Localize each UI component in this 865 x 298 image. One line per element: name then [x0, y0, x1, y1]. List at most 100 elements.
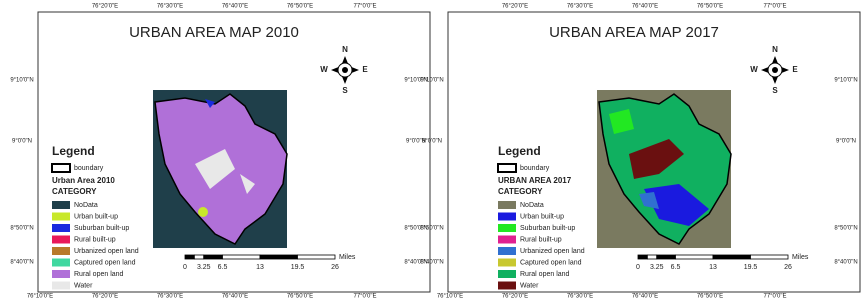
compass: NSEW [320, 45, 368, 95]
legend-label: NoData [520, 202, 544, 209]
legend-label: Captured open land [74, 259, 136, 266]
compass-w: W [750, 65, 758, 74]
legend-swatch [52, 247, 70, 255]
scale-segment [638, 255, 647, 259]
scale-unit: Miles [339, 254, 356, 261]
right-coord: 8°40'0"N [834, 260, 857, 266]
left-coord: 8°40'0"N [420, 260, 443, 266]
scale-segment [185, 255, 194, 259]
legend-swatch [498, 236, 516, 244]
compass-s: S [772, 86, 778, 95]
bottom-coord: 76°50'0"E [287, 294, 313, 298]
legend-label: Rural open land [74, 271, 124, 278]
scale-label: 6.5 [671, 264, 681, 271]
scale-label: 13 [709, 264, 717, 271]
scale-label: 6.5 [218, 264, 228, 271]
legend-swatch [498, 224, 516, 232]
legend-label: Urban built-up [74, 213, 118, 220]
page: URBAN AREA MAP 2010 76°20'0"E 76°30'0"E 76°… [0, 0, 865, 298]
legend-label: Captured open land [520, 259, 582, 266]
boundary-swatch [52, 164, 70, 172]
scale-label: 19.5 [744, 264, 758, 271]
legend-swatch [498, 247, 516, 255]
scale-label: 0 [636, 264, 640, 271]
legend: LegendboundaryUrban Area 2010CATEGORYNoD… [52, 144, 139, 289]
legend-label: Suburban built-up [520, 225, 575, 232]
legend-swatch [52, 259, 70, 267]
left-coord: 8°40'0"N [10, 260, 33, 266]
compass-e: E [362, 65, 368, 74]
legend-swatch [498, 201, 516, 209]
legend-swatch [52, 213, 70, 221]
bottom-coord: 76°50'0"E [697, 294, 723, 298]
map-panel: URBAN AREA MAP 2010 76°20'0"E 76°30'0"E 76°… [10, 4, 430, 298]
top-coord: 76°20'0"E [502, 4, 528, 10]
top-coord: 76°20'0"E [92, 4, 118, 10]
scale-label: 3.25 [197, 264, 211, 271]
map-panel: URBAN AREA MAP 201776°20'0"E76°30'0"E76°… [420, 4, 860, 298]
top-coord: 76°50'0"E [697, 4, 723, 10]
legend-label: Rural open land [520, 271, 570, 278]
map-title: URBAN AREA MAP 2010 [129, 24, 299, 41]
scale-segment [647, 255, 656, 259]
legend-label: Rural built-up [520, 236, 562, 243]
scale-segment [260, 255, 298, 259]
left-coord: 9°10'0"N [420, 78, 443, 84]
legend-label: Urbanized open land [74, 248, 139, 255]
scale-segment [713, 255, 751, 259]
legend-label: Water [520, 282, 539, 289]
legend-swatch [52, 224, 70, 232]
right-coord: 9°10'0"N [834, 78, 857, 84]
top-coord: 77°0'0"E [763, 4, 786, 10]
legend-swatch [498, 213, 516, 221]
layer-title: Urban Area 2010 [52, 176, 115, 185]
right-coord: 9°0'0"N [836, 139, 856, 145]
layer-title: URBAN AREA 2017 [498, 176, 572, 185]
scale-label: 13 [256, 264, 264, 271]
left-coord: 9°10'0"N [10, 78, 33, 84]
scale-label: 0 [183, 264, 187, 271]
boundary-swatch [498, 164, 516, 172]
top-coord: 76°30'0"E [567, 4, 593, 10]
bottom-coord: 76°10'0"E [437, 294, 463, 298]
scale-segment [194, 255, 203, 259]
top-coord: 76°40'0"E [222, 4, 248, 10]
legend-swatch [52, 270, 70, 278]
scale-bar: 0 3.25 6.5 13 19.5 26Miles [636, 254, 809, 271]
left-coord: 8°50'0"N [10, 226, 33, 232]
bottom-coord: 76°40'0"E [632, 294, 658, 298]
top-coord: 76°30'0"E [157, 4, 183, 10]
legend-swatch [498, 282, 516, 290]
bottom-coord: 76°20'0"E [92, 294, 118, 298]
compass-s: S [342, 86, 348, 95]
scale-segment [751, 255, 789, 259]
legend-swatch [52, 282, 70, 290]
scale-segment [223, 255, 261, 259]
scale-unit: Miles [792, 254, 809, 261]
bottom-coord: 77°0'0"E [763, 294, 786, 298]
legend-label: NoData [74, 202, 98, 209]
left-coord: 9°0'0"N [422, 139, 442, 145]
bottom-coord: 77°0'0"E [353, 294, 376, 298]
scale-label: 26 [331, 264, 339, 271]
top-coord: 76°50'0"E [287, 4, 313, 10]
left-coord: 9°0'0"N [12, 139, 32, 145]
boundary-label: boundary [520, 165, 550, 172]
scale-segment [676, 255, 714, 259]
scale-label: 3.25 [650, 264, 664, 271]
compass-w: W [320, 65, 328, 74]
left-coord: 8°50'0"N [420, 226, 443, 232]
legend-swatch [498, 270, 516, 278]
scale-label: 19.5 [291, 264, 305, 271]
legend-label: Urban built-up [520, 213, 564, 220]
legend-label: Suburban built-up [74, 225, 129, 232]
compass-n: N [772, 45, 778, 54]
legend-label: Rural built-up [74, 236, 116, 243]
right-coord: 8°50'0"N [834, 226, 857, 232]
bottom-coord: 76°10'0"E [27, 294, 53, 298]
scale-label: 26 [784, 264, 792, 271]
legend-title: Legend [498, 144, 541, 158]
compass-e: E [792, 65, 798, 74]
